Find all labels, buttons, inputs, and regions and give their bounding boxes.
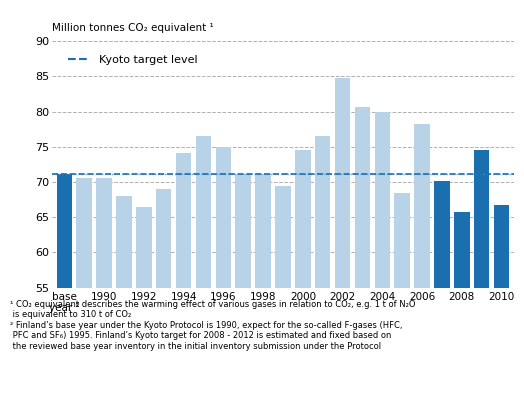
Bar bbox=[454, 212, 470, 411]
Bar bbox=[315, 136, 331, 411]
Bar bbox=[255, 173, 271, 411]
Bar bbox=[494, 205, 509, 411]
Bar bbox=[96, 178, 112, 411]
Bar bbox=[335, 78, 351, 411]
Bar bbox=[414, 124, 430, 411]
Bar bbox=[57, 174, 72, 411]
Legend: Kyoto target level: Kyoto target level bbox=[62, 49, 203, 70]
Bar bbox=[434, 181, 450, 411]
Bar bbox=[395, 193, 410, 411]
Bar bbox=[156, 189, 171, 411]
Text: ¹ CO₂ equivalent describes the warming effect of various gases in relation to CO: ¹ CO₂ equivalent describes the warming e… bbox=[10, 300, 416, 351]
Bar bbox=[474, 150, 489, 411]
Bar bbox=[215, 147, 231, 411]
Bar bbox=[176, 153, 191, 411]
Bar bbox=[116, 196, 132, 411]
Text: Million tonnes CO₂ equivalent ¹: Million tonnes CO₂ equivalent ¹ bbox=[52, 23, 214, 33]
Bar bbox=[375, 112, 390, 411]
Bar bbox=[295, 150, 311, 411]
Bar bbox=[355, 106, 370, 411]
Bar bbox=[195, 136, 211, 411]
Bar bbox=[136, 207, 151, 411]
Bar bbox=[235, 174, 251, 411]
Bar bbox=[77, 178, 92, 411]
Bar bbox=[275, 185, 291, 411]
